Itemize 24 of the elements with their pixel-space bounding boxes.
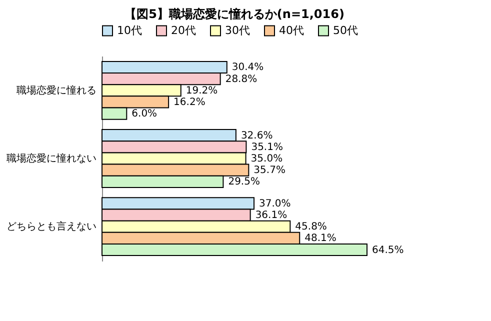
data-label: 32.6% bbox=[240, 130, 273, 142]
legend-label: 20代 bbox=[171, 24, 196, 37]
data-label: 29.5% bbox=[228, 176, 260, 188]
data-label: 16.2% bbox=[174, 96, 206, 108]
y-tick-label: どちらとも言えない bbox=[6, 220, 96, 233]
chart-title: 【図5】職場恋愛に憧れるか(n=1,016) bbox=[124, 7, 344, 21]
data-label: 30.4% bbox=[232, 62, 264, 74]
data-label: 64.5% bbox=[372, 244, 404, 256]
data-label: 35.7% bbox=[254, 165, 286, 176]
data-label: 35.0% bbox=[250, 154, 283, 164]
data-label: 48.1% bbox=[304, 233, 336, 244]
y-tick-label: 職場恋愛に憧れない bbox=[6, 152, 96, 164]
y-tick-label: 職場恋愛に憧れる bbox=[16, 84, 96, 96]
legend-label: 50代 bbox=[333, 24, 358, 37]
data-label: 35.1% bbox=[251, 142, 283, 153]
data-label: 36.1% bbox=[255, 210, 288, 222]
data-label: 28.8% bbox=[225, 74, 258, 85]
data-label: 37.0% bbox=[259, 198, 291, 210]
legend-label: 10代 bbox=[117, 24, 142, 37]
data-label: 19.2% bbox=[186, 85, 218, 96]
legend-label: 30代 bbox=[225, 24, 250, 37]
data-label: 45.8% bbox=[295, 222, 327, 233]
legend-label: 40代 bbox=[279, 24, 304, 37]
data-label: 6.0% bbox=[132, 108, 158, 120]
